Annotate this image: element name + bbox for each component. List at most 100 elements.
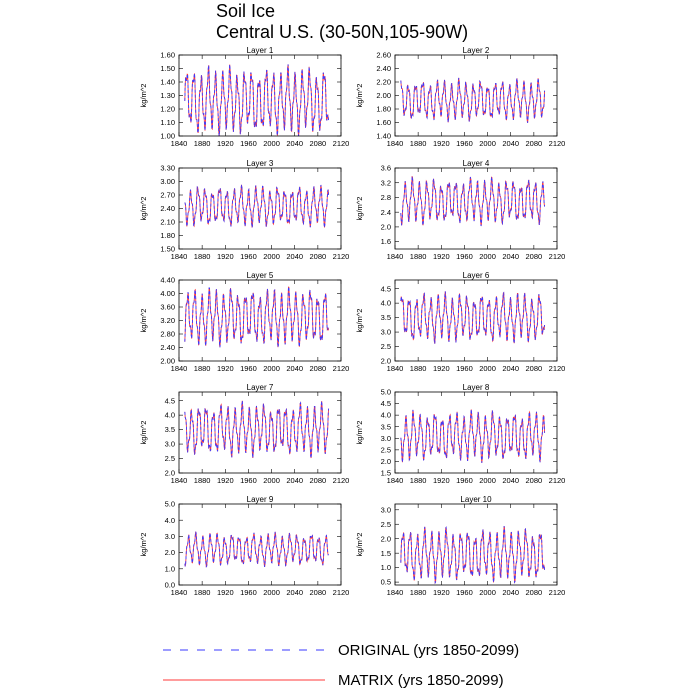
y-tick-label: 2.8 (381, 193, 391, 202)
y-tick-label: 1.60 (160, 51, 175, 60)
x-tick-label: 2040 (286, 364, 303, 373)
y-tick-label: 1.5 (381, 549, 391, 558)
y-axis-label: kg/m^2 (355, 533, 364, 557)
plot-frame (178, 167, 342, 250)
x-tick-label: 2120 (549, 588, 566, 597)
x-tick-label: 1960 (240, 476, 257, 485)
x-tick-label: 2000 (263, 252, 280, 261)
x-tick-label: 2080 (526, 252, 543, 261)
panel-layer-8: Layer 8 kg/m^2 1.5 2.0 2.5 3.0 3.5 4.0 4.5 5.0 184… (355, 383, 565, 485)
y-axis-label: kg/m^2 (355, 197, 364, 221)
y-tick-label: 2.60 (376, 51, 391, 60)
x-tick-label: 1840 (387, 364, 404, 373)
panel-title: Layer 3 (247, 159, 274, 168)
panel-layer-6: Layer 6 kg/m^2 2.0 2.5 3.0 3.5 4.0 4.5 1840 1880 1… (355, 271, 565, 373)
x-tick-label: 1960 (456, 476, 473, 485)
x-tick-label: 2040 (286, 252, 303, 261)
y-tick-label: 4.0 (381, 411, 391, 420)
y-tick-label: 2.20 (376, 78, 391, 87)
y-tick-label: 1.5 (381, 469, 391, 478)
x-tick-label: 2040 (502, 252, 519, 261)
y-axis-label: kg/m^2 (139, 197, 148, 221)
x-tick-label: 1920 (433, 139, 450, 148)
y-tick-label: 1.10 (160, 118, 175, 127)
y-axis-label: kg/m^2 (139, 309, 148, 333)
series-original-line (184, 400, 330, 459)
x-tick-label: 1920 (217, 364, 234, 373)
panel-title: Layer 2 (463, 46, 490, 55)
y-tick-label: 4.40 (160, 276, 175, 285)
y-tick-label: 5.0 (381, 388, 391, 397)
x-tick-label: 1920 (217, 139, 234, 148)
y-tick-label: 1.30 (160, 91, 175, 100)
y-tick-label: 2.5 (381, 445, 391, 454)
y-tick-label: 0.0 (165, 581, 175, 590)
x-tick-label: 2120 (549, 476, 566, 485)
y-tick-label: 2.0 (165, 469, 175, 478)
plot-frame (394, 391, 558, 474)
x-tick-label: 1840 (171, 252, 188, 261)
x-tick-label: 2080 (310, 252, 327, 261)
x-tick-label: 2040 (286, 476, 303, 485)
x-tick-label: 2080 (526, 476, 543, 485)
panel-layer-10: Layer 10 kg/m^2 0.5 1.0 1.5 2.0 2.5 3.0 1840 1880… (355, 495, 565, 597)
y-tick-label: 3.5 (381, 422, 391, 431)
y-tick-label: 1.6 (381, 237, 391, 246)
x-tick-label: 2080 (526, 139, 543, 148)
x-tick-label: 2080 (526, 588, 543, 597)
y-tick-label: 2.00 (160, 357, 175, 366)
y-tick-label: 3.6 (381, 164, 391, 173)
series-original-line (400, 291, 546, 344)
x-tick-label: 2120 (549, 139, 566, 148)
y-tick-label: 2.40 (376, 64, 391, 73)
y-tick-label: 3.20 (160, 316, 175, 325)
y-tick-label: 1.0 (381, 563, 391, 572)
x-tick-label: 1920 (433, 476, 450, 485)
x-tick-label: 1840 (171, 139, 188, 148)
x-tick-label: 1960 (240, 588, 257, 597)
plot-frame (178, 279, 342, 362)
series-original-line (184, 531, 329, 568)
x-tick-label: 1960 (240, 364, 257, 373)
y-tick-label: 0.5 (381, 578, 391, 587)
y-tick-label: 1.50 (160, 64, 175, 73)
panel-layer-4: Layer 4 kg/m^2 1.6 2.0 2.4 2.8 3.2 3.6 1840 1880 1… (355, 159, 565, 261)
x-tick-label: 1840 (387, 252, 404, 261)
x-tick-label: 2040 (502, 588, 519, 597)
x-tick-label: 1840 (387, 588, 404, 597)
x-tick-label: 2040 (502, 139, 519, 148)
x-tick-label: 2120 (333, 588, 350, 597)
series-original-line (184, 286, 330, 348)
y-axis-label: kg/m^2 (139, 533, 148, 557)
x-tick-label: 2040 (286, 588, 303, 597)
series-matrix-line (184, 531, 329, 568)
y-axis-label: kg/m^2 (355, 309, 364, 333)
plot-frame (394, 503, 558, 586)
x-tick-label: 2120 (549, 252, 566, 261)
y-tick-label: 1.00 (160, 132, 175, 141)
y-tick-label: 3.0 (165, 532, 175, 541)
y-tick-label: 2.00 (376, 91, 391, 100)
y-axis-label: kg/m^2 (139, 421, 148, 445)
x-tick-label: 2120 (333, 139, 350, 148)
x-tick-label: 2080 (310, 139, 327, 148)
y-tick-label: 2.80 (160, 330, 175, 339)
y-tick-label: 4.5 (381, 399, 391, 408)
y-tick-label: 1.0 (165, 564, 175, 573)
x-tick-label: 2040 (502, 476, 519, 485)
panel-title: Layer 10 (460, 495, 492, 504)
x-tick-label: 2000 (479, 139, 496, 148)
x-tick-label: 1880 (410, 252, 427, 261)
series-original-line (400, 526, 546, 585)
panel-title: Layer 7 (247, 383, 274, 392)
x-tick-label: 1840 (387, 139, 404, 148)
y-tick-label: 2.5 (381, 520, 391, 529)
panel-title: Layer 8 (463, 383, 490, 392)
x-tick-label: 2000 (479, 252, 496, 261)
y-tick-label: 2.10 (160, 218, 175, 227)
x-tick-label: 2000 (479, 364, 496, 373)
x-tick-label: 2080 (310, 364, 327, 373)
y-tick-label: 2.40 (160, 204, 175, 213)
x-tick-label: 1880 (194, 364, 211, 373)
y-tick-label: 3.0 (381, 434, 391, 443)
